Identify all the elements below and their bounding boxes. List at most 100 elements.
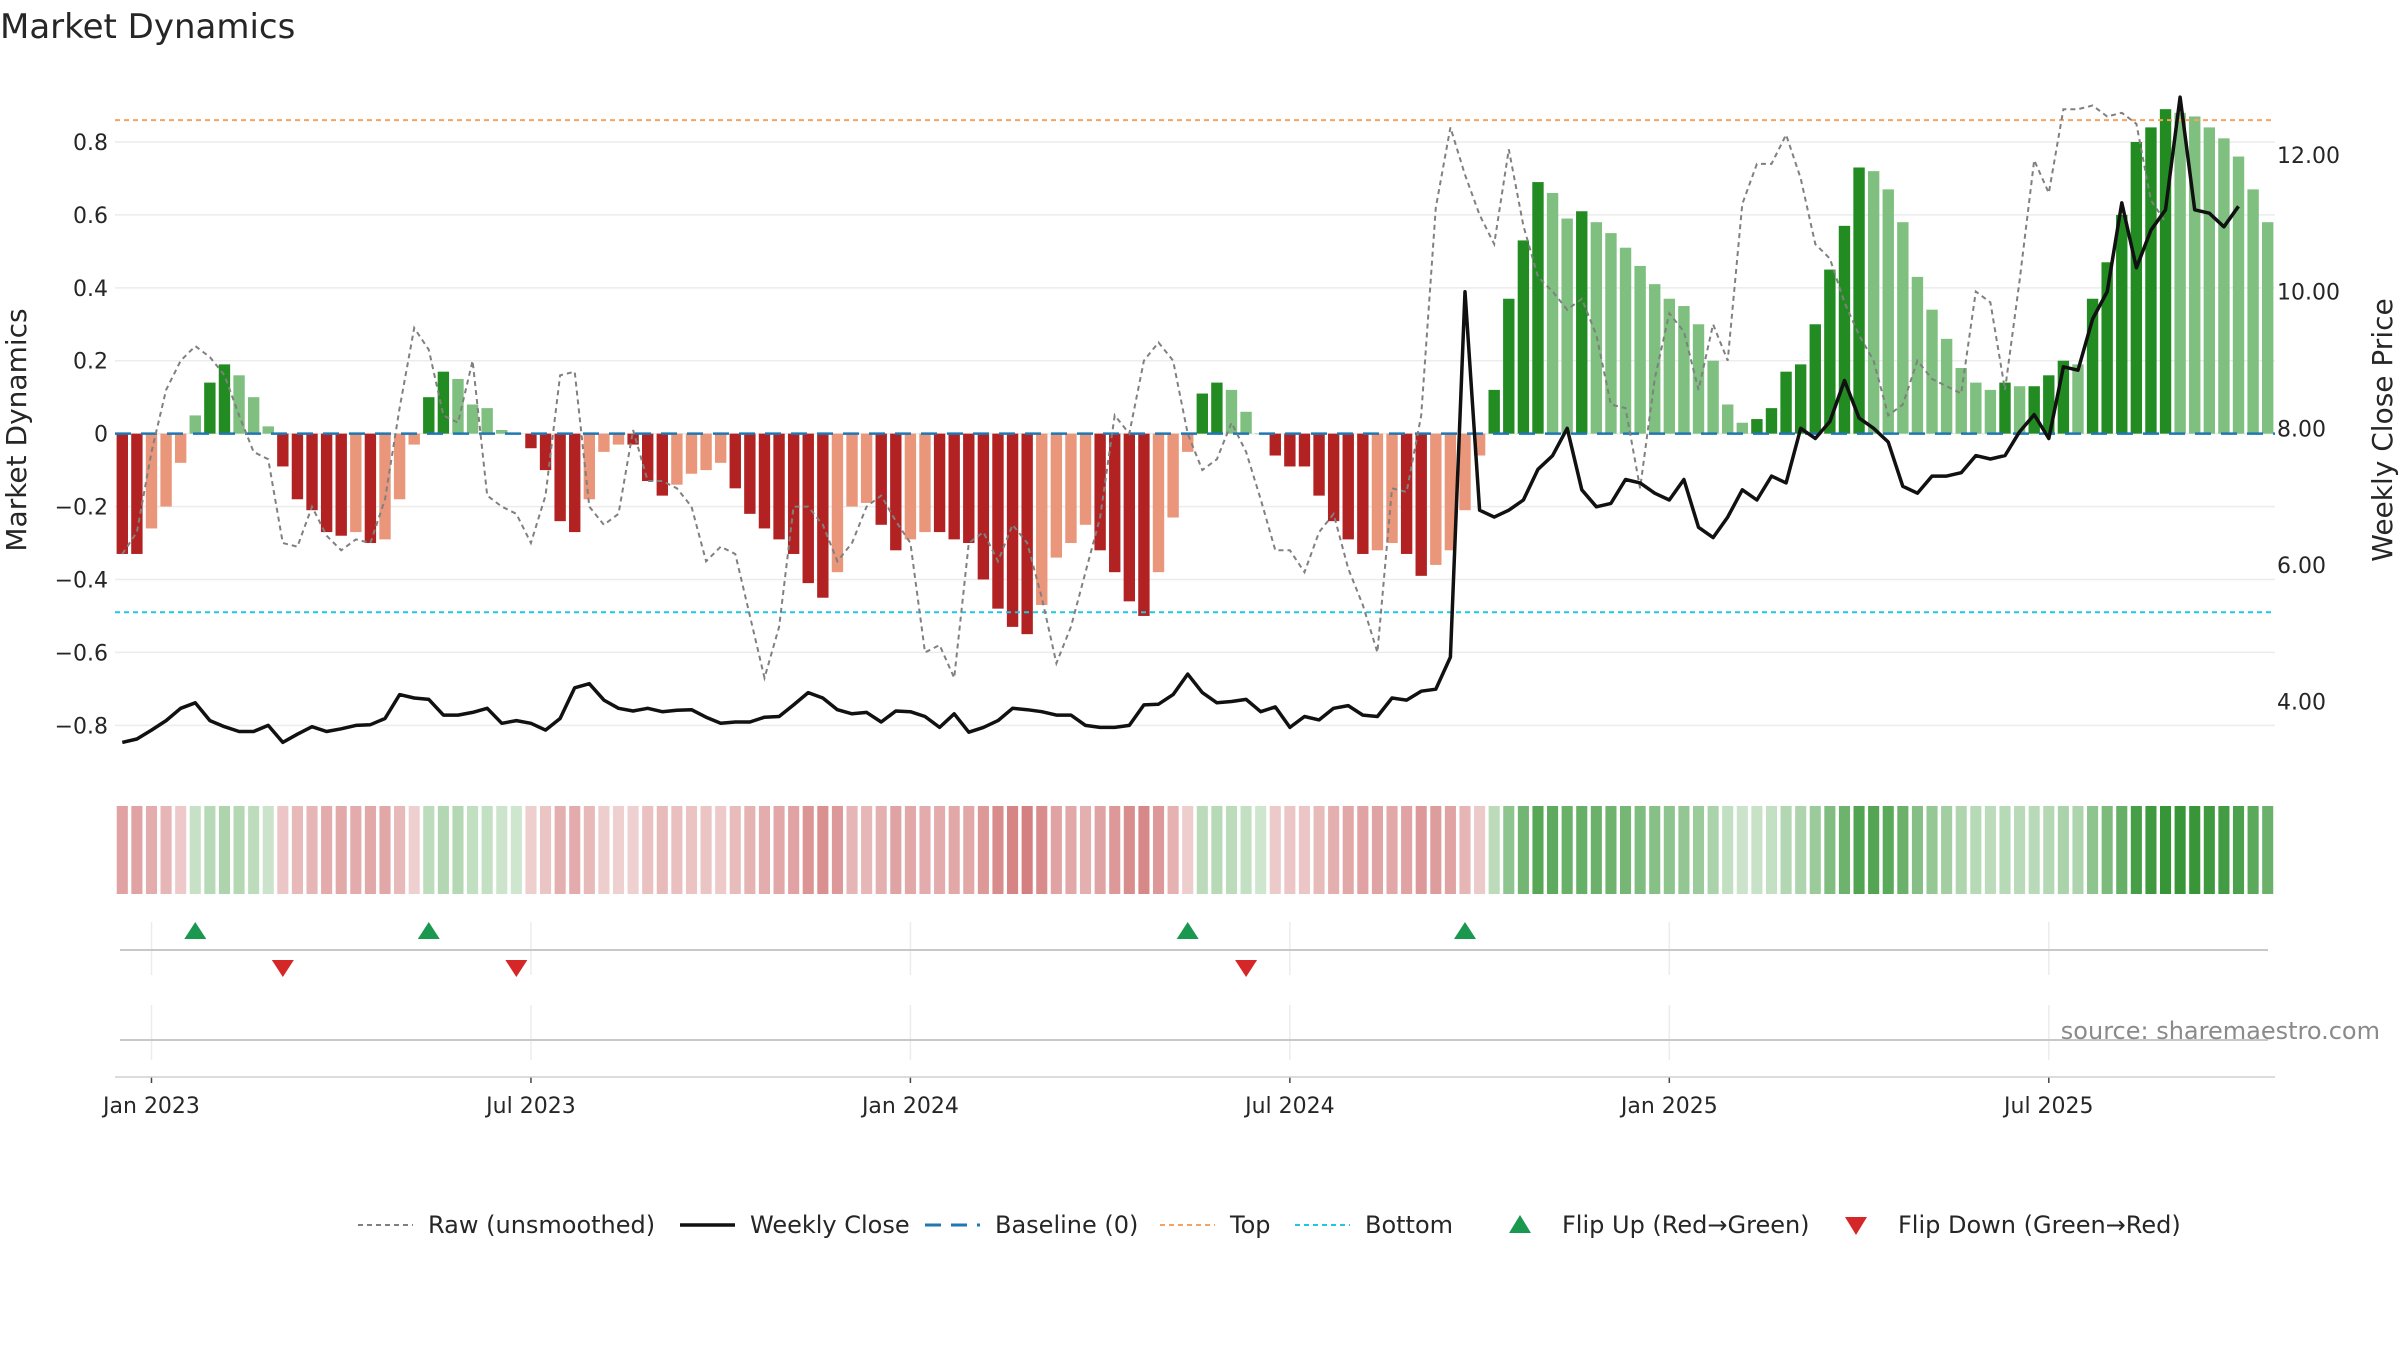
regime-cell <box>2159 806 2172 894</box>
legend-label: Top <box>1229 1211 1271 1239</box>
dynamics-bar <box>1605 233 1617 434</box>
dynamics-bar <box>204 382 216 434</box>
dynamics-bar <box>1342 433 1354 540</box>
regime-cell <box>875 806 887 894</box>
regime-cell <box>1649 806 1661 894</box>
regime-cell <box>452 806 464 894</box>
regime-cell <box>890 806 902 894</box>
source-note: source: sharemaestro.com <box>2061 1017 2380 1045</box>
regime-cell <box>1692 806 1705 894</box>
dynamics-bar <box>2247 189 2259 434</box>
regime-cell <box>963 806 975 894</box>
flip-down-marker <box>505 960 528 977</box>
x-axis: Jan 2023 Jul 2023 Jan 2024 Jul 2024 Jan 2025… <box>101 1005 2275 1119</box>
dynamics-bar <box>802 433 814 584</box>
left-axis-ticks: 0.8 0.6 0.4 0.2 0 −0.2 −0.4 −0.6 −0.8 <box>55 131 108 739</box>
dynamics-bar <box>963 433 975 544</box>
dynamics-bar <box>1824 269 1836 434</box>
regime-cell <box>335 806 347 894</box>
dynamics-bar <box>685 433 698 474</box>
legend-item: Weekly Close <box>680 1211 910 1239</box>
dynamics-bar <box>116 433 128 554</box>
regime-cell <box>1065 806 1077 894</box>
dynamics-bar <box>554 433 566 522</box>
dynamics-bar <box>1357 433 1369 554</box>
dynamics-bar <box>539 433 552 471</box>
legend-label: Weekly Close <box>750 1211 910 1239</box>
regime-cell <box>423 806 435 894</box>
legend-item: Bottom <box>1295 1211 1453 1239</box>
dynamics-bar <box>1444 433 1457 551</box>
legend-item: Flip Up (Red→Green) <box>1509 1211 1810 1239</box>
dynamics-bar <box>1736 422 1748 434</box>
series-lines <box>121 95 2240 745</box>
dynamics-bar <box>2145 127 2157 434</box>
dynamics-bar <box>758 433 771 529</box>
dynamics-bar <box>1138 433 1150 616</box>
regime-cell <box>481 806 493 894</box>
regime-cell <box>1663 806 1675 894</box>
regime-cell <box>1926 806 1938 894</box>
dynamics-bar <box>1327 433 1340 522</box>
dynamics-bar <box>977 433 990 580</box>
legend-item: Top <box>1160 1211 1271 1239</box>
dynamics-bar <box>2189 116 2201 434</box>
dynamics-bar <box>2174 112 2186 434</box>
dynamics-bar <box>408 433 420 445</box>
y-tick-label: 0.6 <box>73 204 108 229</box>
dynamics-bar <box>466 404 479 434</box>
regime-cell <box>1868 806 1880 894</box>
regime-cell <box>496 806 508 894</box>
regime-cell <box>758 806 771 894</box>
dynamics-bar <box>1678 306 1690 434</box>
dynamics-bar <box>1809 324 1821 434</box>
regime-cell <box>1722 806 1734 894</box>
x-tick-label: Jan 2024 <box>860 1094 959 1119</box>
y2-tick-label: 12.00 <box>2277 144 2340 169</box>
dynamics-bar <box>1970 382 1982 434</box>
regime-cell <box>2203 806 2215 894</box>
dynamics-bar <box>1196 393 1208 434</box>
regime-cell <box>1182 806 1194 894</box>
dynamics-bar <box>729 433 741 489</box>
dynamics-bar <box>787 433 800 554</box>
y2-axis-label: Weekly Close Price <box>2366 298 2399 561</box>
dynamics-bar <box>627 433 639 445</box>
dynamics-bar <box>860 433 873 503</box>
dynamics-bar <box>174 433 187 463</box>
regime-cell <box>2028 806 2040 894</box>
regime-cell <box>700 806 712 894</box>
regime-cell <box>1240 806 1252 894</box>
dynamics-bar <box>846 433 858 507</box>
y-tick-label: −0.6 <box>55 641 108 666</box>
dynamics-bar <box>1663 298 1676 434</box>
x-tick-label: Jan 2025 <box>1619 1094 1718 1119</box>
legend-swatch <box>1845 1217 1867 1235</box>
regime-cell <box>1634 806 1646 894</box>
regime-cell <box>1357 806 1369 894</box>
regime-cell <box>1619 806 1632 894</box>
dynamics-bar <box>525 433 537 449</box>
dynamics-bar <box>350 433 362 533</box>
dynamics-bar <box>933 433 946 533</box>
regime-cell <box>1824 806 1836 894</box>
regime-cell <box>467 806 479 894</box>
flip-up-marker <box>184 922 207 939</box>
dynamics-bar <box>262 426 274 434</box>
regime-cell <box>1999 806 2011 894</box>
regime-cell <box>2232 806 2245 894</box>
flip-down-marker <box>271 960 294 977</box>
regime-cell <box>189 806 201 894</box>
regime-strip <box>116 806 2274 894</box>
dynamics-bar <box>1546 193 1559 434</box>
regime-cell <box>1094 806 1106 894</box>
regime-cell <box>1911 806 1923 894</box>
dynamics-bar <box>452 378 464 434</box>
dynamics-bar <box>598 433 610 452</box>
dynamics-bar <box>1503 298 1515 434</box>
regime-cell <box>846 806 858 894</box>
dynamics-bar <box>364 433 377 544</box>
dynamics-bar <box>773 433 785 540</box>
legend-item: Baseline (0) <box>925 1211 1138 1239</box>
dynamics-bar <box>2072 364 2084 434</box>
